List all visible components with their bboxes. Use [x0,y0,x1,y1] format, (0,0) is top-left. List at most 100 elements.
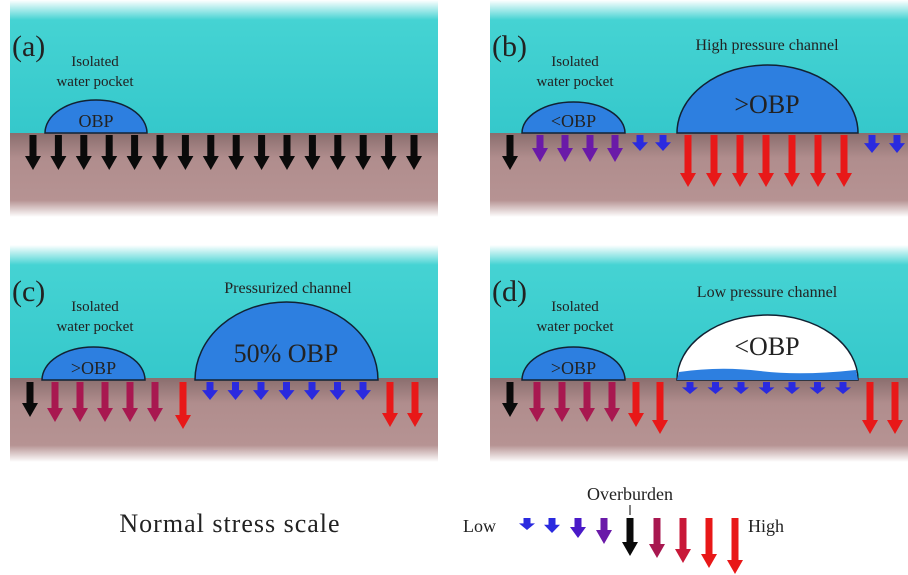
pocket-label: Isolated [551,299,599,315]
stress-arrow [253,135,270,170]
stress-arrow [22,382,38,417]
stress-arrow [836,135,852,187]
stress-arrow [784,382,800,394]
stress-arrow [502,382,518,417]
stress-arrow [519,518,535,530]
stress-arrow [380,135,397,170]
stress-arrow [304,382,320,400]
water-dome [194,301,379,381]
stress-arrow [652,382,668,434]
stress-arrow [809,382,826,394]
stress-arrow [649,518,665,558]
channel-text: >OBP [734,90,799,119]
stress-arrow [582,135,598,162]
stress-arrow [122,382,138,422]
stress-arrow [278,382,295,400]
stress-arrow [202,135,219,170]
stress-arrow [175,382,191,429]
stress-arrow [864,135,880,153]
stress-arrow [355,382,371,400]
stress-arrow [529,382,545,422]
channel-label: High pressure channel [695,37,839,54]
stress-arrow [544,518,560,533]
stress-arrow [329,382,346,400]
stress-arrow [25,135,41,170]
stress-arrow [862,382,878,434]
stress-arrow [682,382,698,394]
panels: (a) Isolated water pocket OBP (b) Isolated wat… [10,0,908,574]
stress-arrow [604,382,620,422]
pocket-text: >OBP [71,358,116,378]
stress-arrow [228,135,245,170]
water-dome [44,99,148,134]
panel-label: (b) [492,30,527,63]
stress-arrow [253,382,269,400]
stress-arrow [579,382,595,422]
pocket-label: water pocket [536,74,614,90]
stress-arrow [97,382,113,422]
stress-arrow [406,135,422,170]
water-dome [676,314,859,381]
stress-arrow [50,135,67,170]
stress-arrow [732,135,748,187]
channel-label: Low pressure channel [697,284,838,301]
pocket-label: water pocket [536,319,614,335]
water-dome [521,101,626,134]
water-dome [41,346,146,381]
stress-arrow [355,135,372,170]
stress-arrow [706,135,722,187]
legend-high: High [748,516,784,536]
pocket-label: water pocket [56,319,134,335]
stress-arrow [810,135,826,187]
channel-text: 50% OBP [234,339,339,368]
stress-arrow [655,135,671,151]
pocket-text: >OBP [551,358,596,378]
pocket-text: OBP [78,111,113,131]
stress-arrow [75,135,92,170]
panel-label: (a) [12,30,45,63]
stress-arrow [784,135,800,187]
stress-arrow [628,382,644,427]
bed [10,133,438,217]
stress-arrow [147,382,163,422]
stress-arrow [733,382,749,394]
legend-low: Low [463,516,496,536]
stress-arrow [557,135,573,162]
stress-arrow [889,135,905,153]
stress-arrow [887,382,903,434]
stress-arrow [126,135,143,170]
pocket-text: <OBP [551,111,596,131]
stress-arrow [152,135,168,170]
bed [10,378,438,462]
pocket-label: Isolated [71,54,119,70]
stress-arrow [675,518,691,563]
pocket-label: Isolated [551,54,599,70]
stress-arrow [607,135,623,162]
stress-arrow [554,382,570,422]
panel-label: (d) [492,275,527,308]
stress-arrow [47,382,63,422]
stress-arrow [304,135,321,170]
panel-label: (c) [12,275,45,308]
stress-arrow [532,135,548,162]
stress-arrow [72,382,88,422]
stress-arrow [502,135,518,170]
stress-arrow [279,135,295,170]
pocket-label: water pocket [56,74,134,90]
stress-arrow [680,135,696,187]
stress-arrow [101,135,118,170]
stress-arrow [596,518,612,544]
stress-arrow [227,382,244,400]
channel-text: <OBP [734,332,799,361]
stress-arrow [622,518,638,556]
stress-arrow [835,382,851,394]
channel-label: Pressurized channel [224,280,352,297]
stress-arrow [202,382,218,400]
stress-arrow [407,382,423,427]
stress-arrow [707,382,724,394]
water-dome [521,346,626,381]
water-dome [676,64,859,134]
legend-title: Normal stress scale [119,509,340,538]
